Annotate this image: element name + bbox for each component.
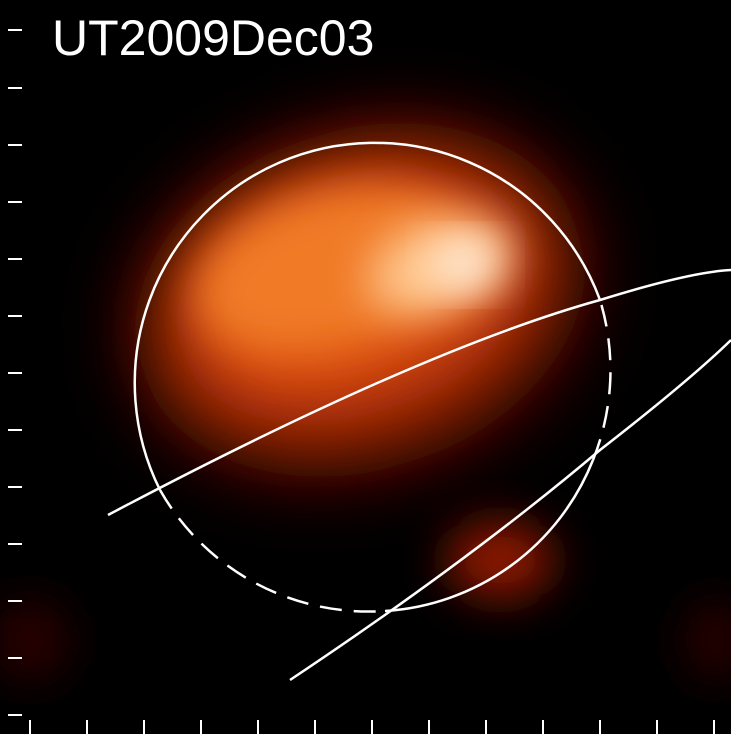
- image: UT2009Dec03: [0, 0, 731, 734]
- image-title: UT2009Dec03: [52, 10, 374, 66]
